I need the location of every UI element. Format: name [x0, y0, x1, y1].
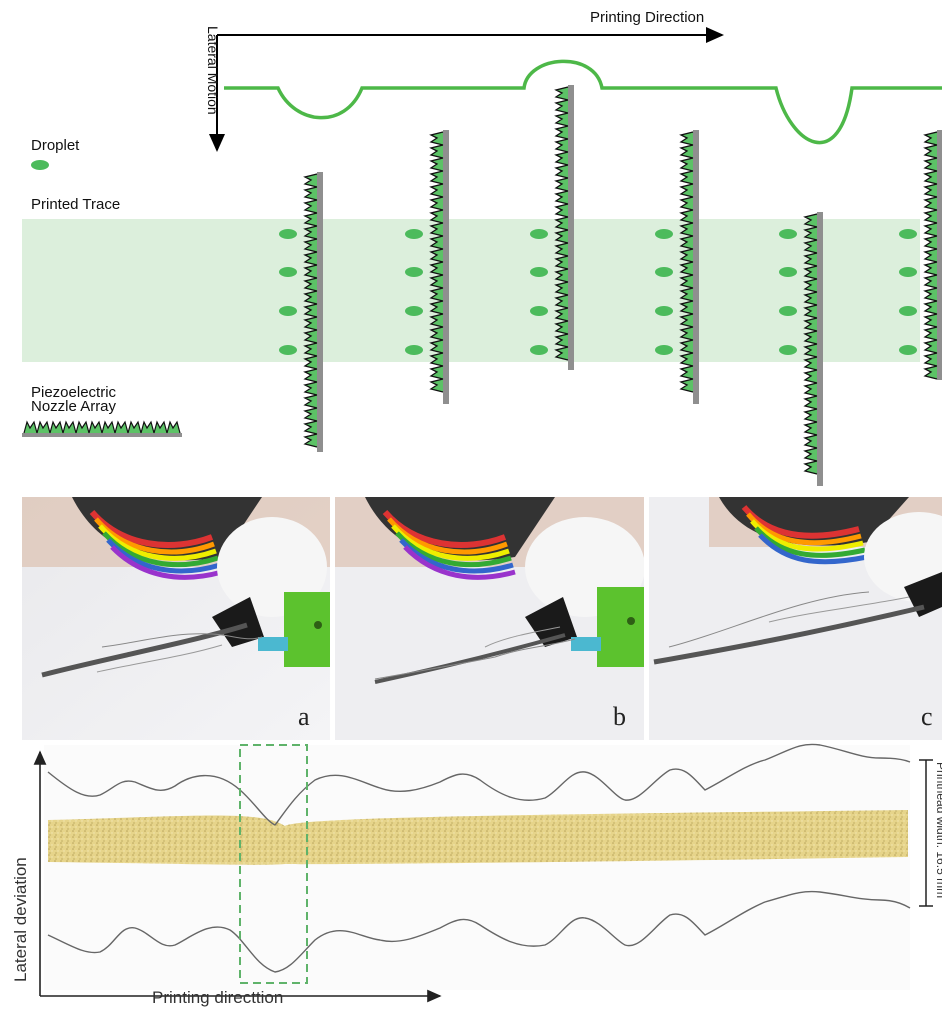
photo-panel-a: a [22, 497, 330, 740]
droplet [279, 345, 297, 355]
droplet [779, 229, 797, 239]
droplet [899, 345, 917, 355]
droplet [655, 306, 673, 316]
printing-direction-label: Printing Direction [590, 9, 705, 26]
droplet-label: Droplet [31, 137, 80, 154]
nozzle-label-line2: Nozzle Array [31, 398, 117, 415]
droplet [655, 267, 673, 277]
nozzle-legend-icon [22, 420, 182, 437]
droplet [779, 267, 797, 277]
droplet [405, 267, 423, 277]
photo-panel-b: b [335, 497, 644, 740]
printhead-width-label: Printhead width: 16.5 mm [934, 762, 942, 898]
printed-trace-label: Printed Trace [31, 196, 121, 213]
x-axis-label: Printing directtion [152, 988, 283, 1007]
panel-letter-c: c [921, 702, 933, 731]
nozzle-array [923, 130, 942, 380]
nozzle-array [803, 212, 823, 486]
lateral-motion-label: Lateral Motion [205, 26, 221, 115]
nozzle-label-line1: Piezoelectric [31, 384, 117, 401]
droplet [779, 306, 797, 316]
nozzle-array [303, 172, 323, 452]
nozzle-array [429, 130, 449, 404]
droplet-legend-icon [31, 160, 49, 170]
printhead-width-bracket [919, 759, 933, 907]
printing-schematic [22, 27, 942, 486]
droplet [279, 267, 297, 277]
droplet [405, 306, 423, 316]
nozzle-arrays [303, 85, 942, 486]
printhead-motion-path [224, 59, 942, 145]
droplet [530, 267, 548, 277]
panel-letter-b: b [613, 702, 626, 731]
deviation-highlight-box [239, 744, 308, 984]
droplet-columns [279, 229, 917, 355]
droplet [655, 345, 673, 355]
panel-letter-a: a [298, 702, 310, 731]
y-axis-label: Lateral deviation [11, 857, 30, 982]
deposited-trace [48, 810, 908, 865]
droplet [899, 229, 917, 239]
droplet [530, 345, 548, 355]
nozzle-array [554, 85, 574, 370]
droplet [779, 345, 797, 355]
droplet [530, 306, 548, 316]
lower-printhead-edge [47, 890, 911, 973]
droplet [899, 306, 917, 316]
lateral-deviation-plot: Lateral deviation Printing directtion Pr… [11, 743, 942, 1007]
droplet [279, 306, 297, 316]
droplet [279, 229, 297, 239]
droplet [655, 229, 673, 239]
droplet [899, 267, 917, 277]
nozzle-array [679, 130, 699, 404]
printed-trace-band [22, 219, 920, 362]
droplet [530, 229, 548, 239]
photo-panel-c: c [649, 497, 942, 740]
upper-printhead-edge [47, 743, 911, 826]
droplet [405, 345, 423, 355]
droplet [405, 229, 423, 239]
